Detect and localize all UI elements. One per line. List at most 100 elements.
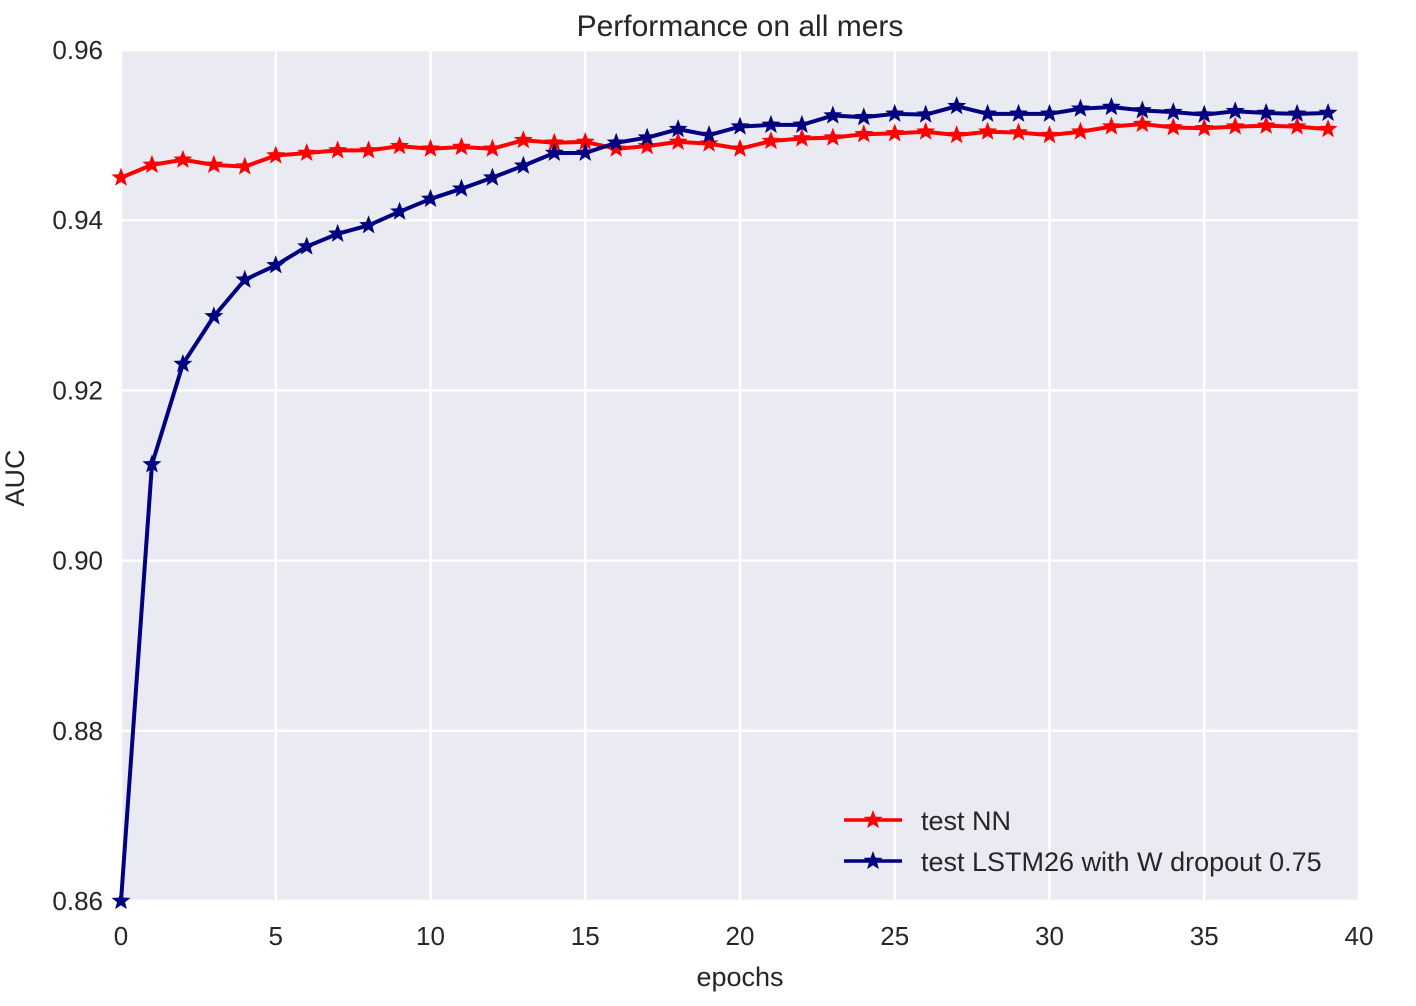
- data-point: [111, 167, 131, 186]
- x-tick-label: 15: [571, 921, 600, 951]
- data-point: [1287, 103, 1307, 122]
- data-point: [1101, 116, 1121, 135]
- data-point: [1039, 103, 1060, 122]
- data-point: [575, 142, 595, 162]
- data-point: [451, 137, 471, 156]
- data-point: [947, 125, 967, 144]
- data-point: [854, 124, 874, 143]
- data-point: [916, 104, 936, 123]
- data-point: [359, 140, 379, 159]
- data-point: [1194, 118, 1214, 137]
- data-point: [1163, 117, 1183, 136]
- y-tick-label: 0.92: [52, 375, 103, 405]
- data-point: [544, 142, 564, 162]
- data-point: [1009, 122, 1029, 141]
- data-point: [637, 136, 657, 155]
- y-tick-label: 0.94: [52, 205, 103, 235]
- data-point: [111, 891, 131, 910]
- data-point: [699, 125, 719, 144]
- data-point: [1225, 101, 1245, 120]
- legend-marker-test-lstm26: [863, 851, 883, 870]
- data-point: [730, 138, 750, 157]
- data-point: [916, 121, 936, 140]
- data-point: [235, 269, 255, 288]
- data-point: [885, 103, 905, 122]
- y-tick-label: 0.88: [52, 716, 103, 746]
- x-tick-label: 35: [1190, 921, 1219, 951]
- data-point: [390, 136, 410, 155]
- data-point: [1163, 102, 1183, 121]
- series-layer: [111, 96, 1338, 910]
- data-point: [266, 145, 286, 164]
- data-point: [761, 114, 781, 133]
- data-point: [792, 114, 812, 133]
- data-point: [359, 215, 379, 234]
- data-point: [451, 178, 471, 197]
- series-0: [111, 114, 1338, 186]
- data-point: [1318, 119, 1338, 138]
- data-point: [297, 236, 317, 255]
- data-point: [204, 306, 224, 325]
- y-tick-label: 0.90: [52, 546, 103, 576]
- data-point: [668, 131, 688, 150]
- data-point: [1256, 102, 1276, 122]
- data-point: [1101, 97, 1121, 116]
- x-tick-label: 20: [726, 921, 755, 951]
- data-point: [420, 188, 441, 208]
- data-point: [544, 132, 564, 151]
- data-point: [235, 156, 255, 175]
- data-point: [1194, 104, 1214, 123]
- y-axis-label: AUC: [0, 449, 30, 506]
- x-axis: 0 5 10 15 20 25 30 35 40: [114, 921, 1374, 951]
- data-point: [142, 454, 162, 473]
- data-point: [885, 123, 905, 142]
- legend-marker-test-nn: [863, 810, 883, 829]
- data-point: [328, 223, 348, 242]
- data-point: [947, 96, 967, 115]
- data-point: [482, 167, 502, 186]
- series-line: [120, 122, 1329, 180]
- data-point: [420, 138, 441, 157]
- x-tick-label: 10: [416, 921, 445, 951]
- data-point: [328, 140, 348, 159]
- x-tick-label: 40: [1345, 921, 1374, 951]
- x-axis-label: epochs: [696, 962, 783, 992]
- data-point: [730, 116, 750, 135]
- data-point: [1287, 116, 1307, 135]
- data-point: [1039, 125, 1060, 144]
- series-line: [119, 104, 1329, 902]
- legend: test NN test LSTM26 with W dropout 0.75: [844, 806, 1322, 877]
- data-point: [823, 105, 843, 124]
- x-tick-label: 0: [114, 921, 128, 951]
- data-point: [761, 131, 781, 150]
- data-point: [606, 138, 626, 157]
- data-point: [854, 107, 874, 126]
- data-point: [1132, 114, 1152, 133]
- y-tick-label: 0.96: [52, 35, 103, 65]
- data-point: [1070, 121, 1090, 140]
- data-point: [482, 138, 502, 157]
- data-point: [513, 155, 533, 174]
- x-tick-label: 30: [1035, 921, 1064, 951]
- data-point: [699, 133, 719, 152]
- data-point: [1132, 100, 1152, 119]
- data-point: [204, 154, 224, 173]
- data-point: [978, 103, 998, 122]
- y-tick-label: 0.86: [52, 886, 103, 916]
- data-point: [142, 154, 162, 173]
- chart-title: Performance on all mers: [577, 10, 904, 43]
- data-point: [637, 127, 657, 146]
- data-point: [297, 142, 317, 162]
- x-tick-label: 5: [269, 921, 283, 951]
- series-1: [111, 96, 1338, 910]
- data-point: [823, 127, 843, 146]
- data-point: [1225, 116, 1245, 135]
- data-point: [606, 132, 626, 151]
- data-point: [1256, 115, 1276, 134]
- data-point: [668, 119, 688, 138]
- data-point: [1318, 102, 1338, 122]
- data-point: [173, 354, 193, 373]
- legend-label-test-nn: test NN: [921, 806, 1011, 836]
- legend-label-test-lstm26: test LSTM26 with W dropout 0.75: [921, 847, 1322, 877]
